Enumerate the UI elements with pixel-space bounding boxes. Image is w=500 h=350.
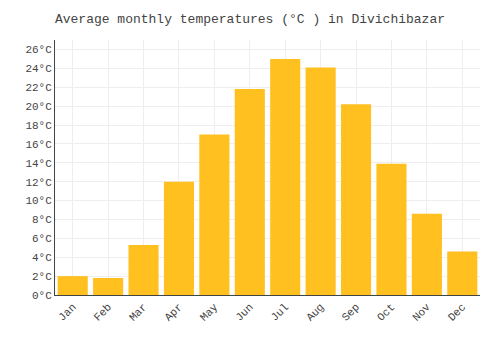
svg-text:Sep: Sep <box>340 301 362 323</box>
svg-text:12°C: 12°C <box>25 177 52 189</box>
svg-text:20°C: 20°C <box>25 101 52 113</box>
svg-text:24°C: 24°C <box>25 63 52 75</box>
svg-text:0°C: 0°C <box>32 290 52 302</box>
svg-text:4°C: 4°C <box>32 252 52 264</box>
svg-text:Feb: Feb <box>92 301 114 323</box>
svg-text:2°C: 2°C <box>32 271 52 283</box>
svg-text:May: May <box>198 301 221 324</box>
svg-text:Average monthly temperatures (: Average monthly temperatures (°C ) in Di… <box>55 12 445 27</box>
svg-text:Aug: Aug <box>304 301 326 323</box>
svg-text:18°C: 18°C <box>25 120 52 132</box>
svg-text:Jan: Jan <box>56 301 78 323</box>
svg-text:10°C: 10°C <box>25 195 52 207</box>
svg-text:Mar: Mar <box>127 301 149 323</box>
svg-text:6°C: 6°C <box>32 233 52 245</box>
svg-text:Nov: Nov <box>410 301 433 324</box>
svg-text:22°C: 22°C <box>25 82 52 94</box>
svg-text:Oct: Oct <box>375 301 397 323</box>
svg-text:Jun: Jun <box>233 301 255 323</box>
svg-text:8°C: 8°C <box>32 214 52 226</box>
svg-text:Apr: Apr <box>162 301 184 323</box>
svg-text:26°C: 26°C <box>25 44 52 56</box>
svg-text:Dec: Dec <box>446 301 468 323</box>
svg-text:16°C: 16°C <box>25 139 52 151</box>
svg-text:Jul: Jul <box>269 301 291 323</box>
svg-text:14°C: 14°C <box>25 158 52 170</box>
